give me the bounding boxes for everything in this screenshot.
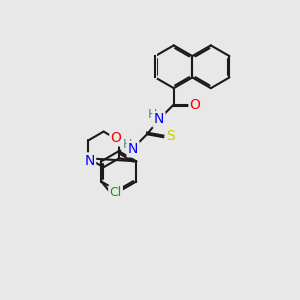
Text: N: N	[128, 142, 138, 156]
Text: H: H	[122, 138, 132, 151]
Text: Cl: Cl	[110, 186, 122, 199]
Text: O: O	[111, 131, 122, 145]
Text: N: N	[85, 154, 95, 168]
Text: O: O	[190, 98, 201, 112]
Text: S: S	[167, 129, 175, 143]
Text: H: H	[147, 108, 157, 122]
Text: N: N	[154, 112, 164, 126]
